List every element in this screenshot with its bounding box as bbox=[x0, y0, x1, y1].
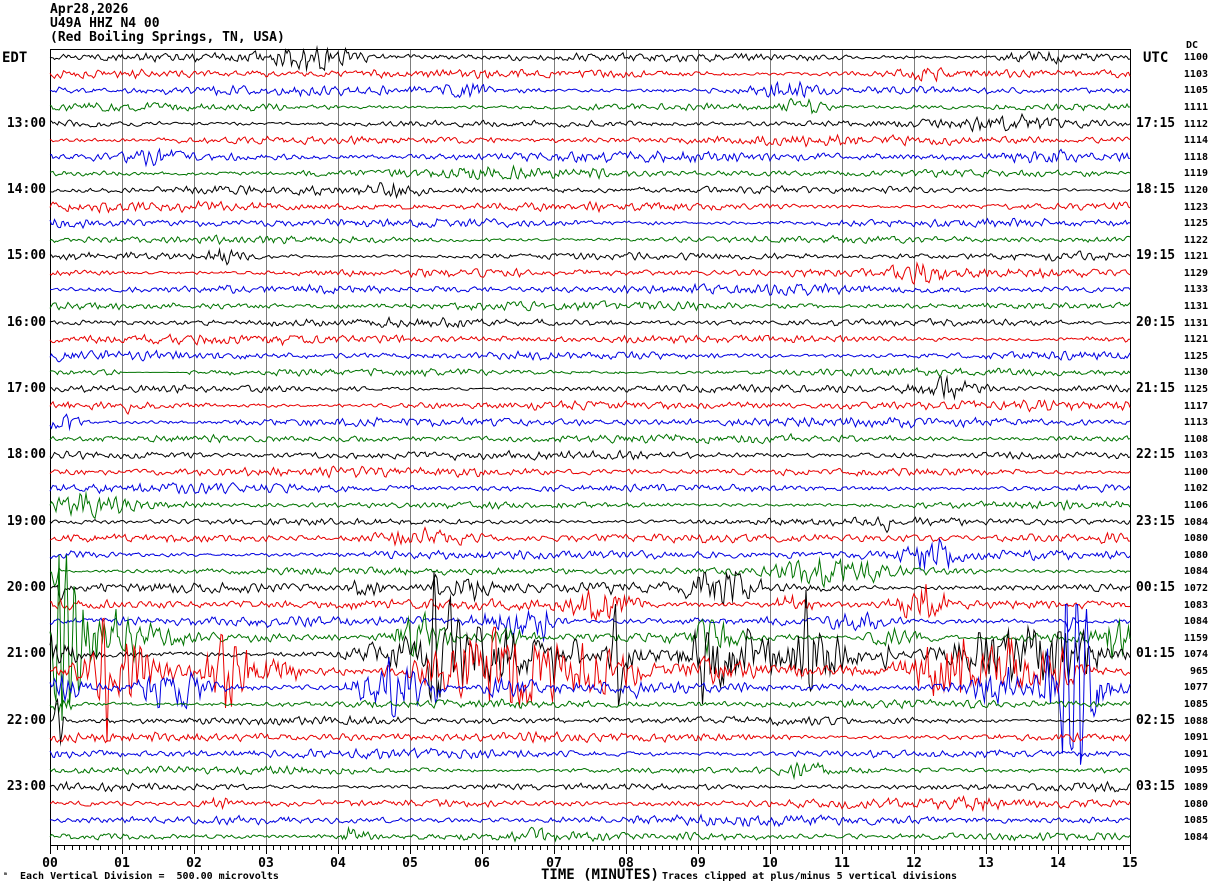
title-station: U49A HHZ N4 00 bbox=[50, 16, 160, 31]
dc-value: 1083 bbox=[1183, 599, 1208, 611]
edt-row-label: 20:00 bbox=[6, 579, 46, 595]
edt-row-label: 21:00 bbox=[6, 646, 46, 662]
dc-value: 1119 bbox=[1183, 168, 1208, 180]
dc-value: 1091 bbox=[1183, 732, 1208, 744]
dc-header: DC bbox=[1186, 40, 1199, 51]
utc-row-label: 01:15 bbox=[1136, 646, 1176, 662]
dc-value: 1085 bbox=[1183, 699, 1208, 711]
dc-value: 1159 bbox=[1183, 632, 1208, 644]
dc-value: 1072 bbox=[1183, 582, 1208, 594]
footer-clip-note: Traces clipped at plus/minus 5 vertical … bbox=[662, 871, 958, 882]
x-tick-label: 01 bbox=[114, 856, 130, 871]
dc-value: 1089 bbox=[1183, 781, 1208, 793]
dc-value: 1125 bbox=[1183, 383, 1208, 395]
edt-row-label: 13:00 bbox=[6, 115, 46, 131]
dc-value: 1084 bbox=[1183, 516, 1208, 528]
dc-value: 1088 bbox=[1183, 715, 1208, 727]
x-tick-label: 10 bbox=[762, 856, 778, 871]
edt-row-label: 19:00 bbox=[6, 513, 46, 529]
dc-value: 965 bbox=[1189, 665, 1208, 677]
utc-row-label: 23:15 bbox=[1136, 513, 1176, 529]
edt-row-label: 23:00 bbox=[6, 778, 46, 794]
edt-row-label: 18:00 bbox=[6, 447, 46, 463]
dc-value: 1131 bbox=[1183, 317, 1208, 329]
dc-value: 1122 bbox=[1183, 234, 1208, 246]
dc-value: 1106 bbox=[1183, 500, 1208, 512]
x-tick-label: 14 bbox=[1050, 856, 1066, 871]
x-tick-label: 11 bbox=[834, 856, 850, 871]
utc-row-label: 19:15 bbox=[1136, 248, 1176, 264]
dc-value: 1113 bbox=[1183, 417, 1208, 429]
dc-value: 1077 bbox=[1183, 682, 1208, 694]
dc-value: 1125 bbox=[1183, 350, 1208, 362]
dc-value: 1085 bbox=[1183, 815, 1208, 827]
utc-row-label: 21:15 bbox=[1136, 380, 1176, 396]
dc-value: 1102 bbox=[1183, 483, 1208, 495]
x-axis-title: TIME (MINUTES) bbox=[540, 867, 659, 883]
dc-value: 1091 bbox=[1183, 748, 1208, 760]
x-tick-label: 15 bbox=[1122, 856, 1138, 871]
x-tick-label: 00 bbox=[42, 856, 58, 871]
utc-row-label: 22:15 bbox=[1136, 447, 1176, 463]
dc-value: 1133 bbox=[1183, 284, 1208, 296]
dc-value: 1084 bbox=[1183, 566, 1208, 578]
dc-value: 1084 bbox=[1183, 616, 1208, 628]
dc-value: 1100 bbox=[1183, 52, 1208, 64]
x-tick-label: 12 bbox=[906, 856, 922, 871]
dc-value: 1123 bbox=[1183, 201, 1208, 213]
corner-mark: ₘ bbox=[3, 868, 8, 877]
x-tick-label: 04 bbox=[330, 856, 346, 871]
footer-scale-note: Each Vertical Division = 500.00 microvol… bbox=[20, 871, 279, 882]
dc-value: 1105 bbox=[1183, 85, 1208, 97]
utc-header: UTC bbox=[1143, 50, 1169, 66]
dc-value: 1084 bbox=[1183, 831, 1208, 843]
dc-value: 1130 bbox=[1183, 367, 1208, 379]
title-location: (Red Boiling Springs, TN, USA) bbox=[50, 30, 285, 45]
edt-header: EDT bbox=[2, 50, 28, 66]
utc-row-label: 02:15 bbox=[1136, 712, 1176, 728]
dc-value: 1131 bbox=[1183, 301, 1208, 313]
dc-value: 1129 bbox=[1183, 267, 1208, 279]
x-tick-label: 07 bbox=[546, 856, 562, 871]
utc-row-label: 03:15 bbox=[1136, 778, 1176, 794]
x-tick-label: 08 bbox=[618, 856, 634, 871]
dc-value: 1080 bbox=[1183, 533, 1208, 545]
dc-value: 1117 bbox=[1183, 400, 1208, 412]
edt-row-label: 16:00 bbox=[6, 314, 46, 330]
dc-value: 1125 bbox=[1183, 218, 1208, 230]
utc-row-label: 20:15 bbox=[1136, 314, 1176, 330]
x-tick-label: 03 bbox=[258, 856, 274, 871]
title-date: Apr28,2026 bbox=[50, 2, 129, 17]
dc-value: 1120 bbox=[1183, 184, 1208, 196]
dc-value: 1080 bbox=[1183, 549, 1208, 561]
dc-value: 1103 bbox=[1183, 68, 1208, 80]
dc-value: 1103 bbox=[1183, 450, 1208, 462]
edt-row-label: 17:00 bbox=[6, 380, 46, 396]
utc-row-label: 00:15 bbox=[1136, 579, 1176, 595]
x-tick-label: 06 bbox=[474, 856, 490, 871]
dc-value: 1095 bbox=[1183, 765, 1208, 777]
edt-row-label: 22:00 bbox=[6, 712, 46, 728]
utc-row-label: 18:15 bbox=[1136, 181, 1176, 197]
dc-value: 1121 bbox=[1183, 334, 1208, 346]
dc-value: 1114 bbox=[1183, 135, 1208, 147]
dc-value: 1108 bbox=[1183, 433, 1208, 445]
dc-value: 1074 bbox=[1183, 649, 1208, 661]
edt-row-label: 14:00 bbox=[6, 181, 46, 197]
dc-value: 1112 bbox=[1183, 118, 1208, 130]
x-tick-label: 05 bbox=[402, 856, 418, 871]
x-tick-label: 09 bbox=[690, 856, 706, 871]
dc-value: 1118 bbox=[1183, 151, 1208, 163]
dc-value: 1111 bbox=[1183, 102, 1208, 114]
dc-value: 1100 bbox=[1183, 466, 1208, 478]
x-tick-label: 13 bbox=[978, 856, 994, 871]
dc-value: 1121 bbox=[1183, 251, 1208, 263]
utc-row-label: 17:15 bbox=[1136, 115, 1176, 131]
dc-value: 1080 bbox=[1183, 798, 1208, 810]
x-tick-label: 02 bbox=[186, 856, 202, 871]
edt-row-label: 15:00 bbox=[6, 248, 46, 264]
